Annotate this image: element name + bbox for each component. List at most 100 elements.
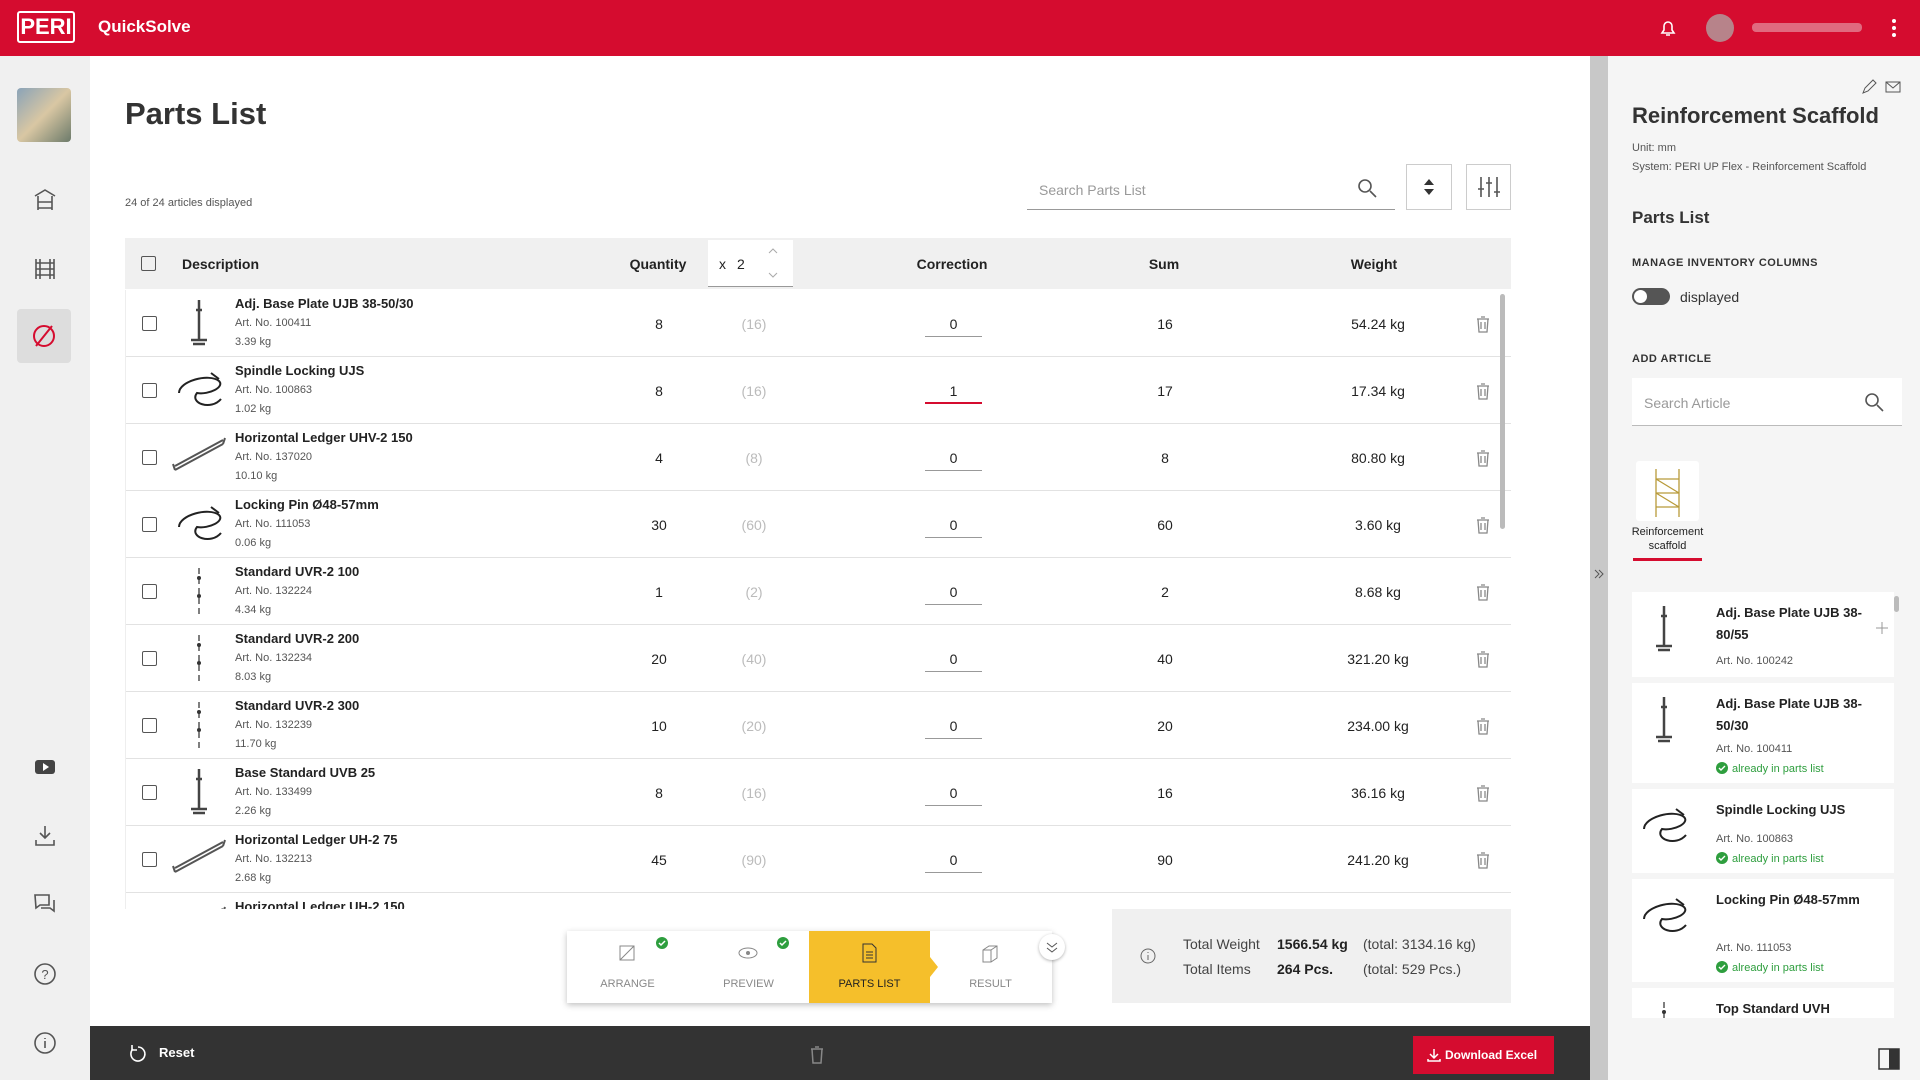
- correction-input[interactable]: 0: [925, 310, 982, 337]
- collapse-steps[interactable]: [1039, 934, 1065, 960]
- avatar[interactable]: [1706, 14, 1734, 42]
- search-article[interactable]: Search Article: [1632, 378, 1902, 426]
- nav-construction[interactable]: [31, 186, 59, 214]
- article-status: already in parts list: [1716, 852, 1824, 865]
- table-header: Description Quantity x 2 Correction Sum …: [125, 238, 1511, 289]
- step[interactable]: PREVIEW: [688, 931, 809, 1003]
- footer-bar: Reset Download Excel: [90, 1026, 1590, 1080]
- search-icon[interactable]: [1355, 176, 1379, 200]
- correction-input[interactable]: 0: [925, 511, 982, 538]
- sidebar: ?: [0, 56, 90, 1080]
- sort-button[interactable]: [1406, 164, 1452, 210]
- category-tab[interactable]: Reinforcement scaffold: [1632, 461, 1703, 561]
- article-name: Adj. Base Plate UJB 38-80/55: [1716, 605, 1862, 642]
- nav-scaffold[interactable]: [31, 255, 59, 283]
- unit-weight: 10.10 kg: [235, 470, 278, 482]
- logo[interactable]: PERI: [17, 11, 75, 43]
- total-weight: 1566.54 kg: [1277, 936, 1348, 952]
- correction-input[interactable]: 0: [925, 444, 982, 471]
- delete-button[interactable]: [1474, 448, 1492, 473]
- layout-toggle[interactable]: [1877, 1047, 1901, 1071]
- article-card[interactable]: Adj. Base Plate UJB 38-80/55 Art. No. 100…: [1632, 592, 1894, 677]
- workflow-steps: ARRANGE PREVIEW PARTS LIST RESULT: [567, 931, 1052, 1003]
- correction-input[interactable]: 0: [925, 712, 982, 739]
- status-text: already in parts list: [1732, 962, 1824, 974]
- table-row: Standard UVR-2 100 Art. No. 132224 4.34 kg…: [126, 558, 1511, 625]
- article-scrollbar[interactable]: [1894, 596, 1899, 612]
- article-card[interactable]: Locking Pin Ø48-57mm Art. No. 111053 alrea…: [1632, 879, 1894, 982]
- search-article-icon[interactable]: [1862, 390, 1886, 414]
- panel-divider[interactable]: [1590, 56, 1608, 1080]
- multiplier-input[interactable]: x 2: [708, 240, 793, 287]
- delete-button[interactable]: [1474, 649, 1492, 674]
- step[interactable]: PARTS LIST: [809, 931, 938, 1003]
- table-row: Adj. Base Plate UJB 38-50/30 Art. No. 100…: [126, 290, 1511, 357]
- step[interactable]: ARRANGE: [567, 931, 688, 1003]
- total-items: 264 Pcs.: [1277, 961, 1334, 977]
- row-checkbox[interactable]: [142, 584, 157, 599]
- row-checkbox[interactable]: [142, 450, 157, 465]
- part-image: [1634, 693, 1694, 754]
- edit-icon[interactable]: [1860, 78, 1878, 96]
- nav-info[interactable]: [31, 1029, 59, 1057]
- step-label: PARTS LIST: [838, 978, 901, 990]
- quantity: 1: [655, 584, 663, 600]
- art-number: Art. No. 111053: [235, 518, 311, 530]
- quantity: 8: [655, 316, 663, 332]
- download-label: Download Excel: [1445, 1048, 1538, 1062]
- correction-input[interactable]: 0: [925, 846, 982, 873]
- correction-input[interactable]: 1: [925, 377, 982, 404]
- menu-icon[interactable]: [1886, 16, 1902, 40]
- reset-icon[interactable]: [128, 1043, 148, 1063]
- reset-button[interactable]: Reset: [159, 1045, 195, 1060]
- row-checkbox[interactable]: [142, 316, 157, 331]
- table-scrollbar[interactable]: [1500, 294, 1505, 529]
- mail-icon[interactable]: [1884, 78, 1902, 96]
- row-checkbox[interactable]: [142, 718, 157, 733]
- correction-input[interactable]: 0: [925, 779, 982, 806]
- footer-delete[interactable]: [807, 1043, 827, 1065]
- delete-button[interactable]: [1474, 314, 1492, 339]
- step[interactable]: RESULT: [930, 931, 1051, 1003]
- correction-input[interactable]: 0: [925, 645, 982, 672]
- row-checkbox[interactable]: [142, 383, 157, 398]
- row-checkbox[interactable]: [142, 852, 157, 867]
- article-card[interactable]: Adj. Base Plate UJB 38-50/30 Art. No. 100…: [1632, 683, 1894, 783]
- delete-button[interactable]: [1474, 716, 1492, 741]
- select-all-checkbox[interactable]: [141, 256, 156, 271]
- bell-icon[interactable]: [1656, 16, 1680, 40]
- delete-button[interactable]: [1474, 381, 1492, 406]
- article-card[interactable]: Top Standard UVH: [1632, 988, 1894, 1018]
- project-thumbnail[interactable]: [17, 88, 71, 142]
- download-excel-button[interactable]: Download Excel: [1413, 1036, 1554, 1074]
- delete-button[interactable]: [1474, 850, 1492, 875]
- weight: 321.20 kg: [1347, 651, 1409, 667]
- row-checkbox[interactable]: [142, 517, 157, 532]
- delete-button[interactable]: [1474, 783, 1492, 808]
- nav-chat[interactable]: [31, 890, 59, 918]
- part-name: Standard UVR-2 100: [235, 564, 360, 579]
- unit-weight: 2.68 kg: [235, 872, 272, 884]
- weight: 8.68 kg: [1355, 584, 1401, 600]
- nav-help[interactable]: ?: [31, 960, 59, 988]
- part-name: Horizontal Ledger UHV-2 150: [235, 430, 413, 445]
- page-title: Parts List: [125, 96, 267, 131]
- multiplier-spinner[interactable]: [766, 244, 780, 282]
- inventory-toggle[interactable]: [1632, 288, 1670, 305]
- row-checkbox[interactable]: [142, 651, 157, 666]
- table-row: Base Standard UVB 25 Art. No. 133499 2.26 …: [126, 759, 1511, 826]
- row-checkbox[interactable]: [142, 785, 157, 800]
- nav-parts-active[interactable]: [17, 309, 71, 363]
- article-card[interactable]: Spindle Locking UJS Art. No. 100863 alread…: [1632, 789, 1894, 873]
- delete-button[interactable]: [1474, 515, 1492, 540]
- nav-download[interactable]: [31, 822, 59, 850]
- delete-button[interactable]: [1474, 582, 1492, 607]
- correction-input[interactable]: 0: [925, 578, 982, 605]
- divider-chevron[interactable]: [1593, 568, 1605, 580]
- art-number: Art. No. 132224: [235, 585, 313, 597]
- nav-video[interactable]: [31, 753, 59, 781]
- filter-button[interactable]: [1466, 164, 1511, 210]
- add-article-button[interactable]: [1875, 618, 1889, 641]
- panel-system: System: PERI UP Flex - Reinforcement Sca…: [1632, 161, 1867, 173]
- search-parts[interactable]: Search Parts List: [1027, 168, 1395, 210]
